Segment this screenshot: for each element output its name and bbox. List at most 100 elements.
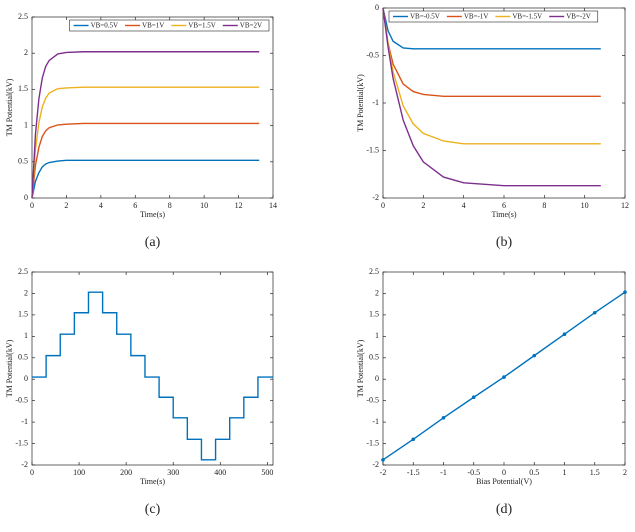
y-tick-label: 1 <box>24 331 28 340</box>
plot-frame <box>31 16 274 199</box>
x-tick-label: 12 <box>235 201 243 210</box>
series-line <box>382 7 601 145</box>
series-line <box>382 7 601 50</box>
y-axis-label: TM Potential(kV) <box>356 339 365 397</box>
series-line <box>32 291 273 461</box>
marker <box>592 310 597 315</box>
plot-frame <box>382 271 626 466</box>
y-tick-label: -2 <box>372 460 379 469</box>
x-tick-label: 100 <box>73 468 85 477</box>
x-tick-label: 10 <box>200 201 208 210</box>
x-tick-label: -0.5 <box>467 468 480 477</box>
x-tick-label: 0 <box>502 468 506 477</box>
y-tick-label: 0.5 <box>18 353 28 362</box>
marker <box>381 458 385 462</box>
y-tick-label: -0.5 <box>366 395 379 404</box>
x-tick-label: -1.5 <box>407 468 420 477</box>
marker <box>441 416 446 420</box>
x-tick-label: 2 <box>64 201 68 210</box>
x-tick-label: 300 <box>167 468 179 477</box>
y-tick-label: 0 <box>24 193 28 202</box>
x-tick-label: 0 <box>30 201 34 210</box>
y-tick-label: -1 <box>372 417 379 426</box>
x-tick-label: 200 <box>120 468 132 477</box>
legend-label: VB=2V <box>240 22 262 30</box>
x-tick-label: 400 <box>214 468 226 477</box>
plot-frame <box>382 7 626 199</box>
x-tick-label: 0 <box>30 468 34 477</box>
y-tick-label: -1.5 <box>366 438 379 447</box>
caption: (c) <box>145 502 161 517</box>
y-tick-label: 0 <box>375 3 379 12</box>
x-tick-label: 10 <box>581 201 589 210</box>
x-tick-label: 0 <box>381 201 385 210</box>
x-tick-label: -2 <box>380 468 387 477</box>
y-axis-label: TM Potential(kV) <box>5 78 14 136</box>
x-tick-label: 12 <box>621 201 629 210</box>
y-tick-label: 1.5 <box>18 310 28 319</box>
legend-label: VB=-1.5V <box>512 13 542 21</box>
y-tick-label: 2 <box>24 48 28 57</box>
x-tick-label: 500 <box>261 468 273 477</box>
x-tick-label: 8 <box>168 201 172 210</box>
marker <box>562 332 567 336</box>
marker <box>502 375 506 379</box>
x-axis-label: Time(s) <box>140 210 165 219</box>
x-tick-label: 2 <box>421 201 425 210</box>
caption: (a) <box>145 235 161 250</box>
marker <box>471 395 476 400</box>
y-tick-label: -1 <box>21 417 28 426</box>
plot-frame <box>31 271 274 466</box>
y-tick-label: -0.5 <box>366 50 379 59</box>
x-tick-label: 4 <box>99 201 103 210</box>
legend-box <box>69 19 270 32</box>
y-tick-label: 2.5 <box>369 267 379 276</box>
x-tick-label: -1 <box>440 468 447 477</box>
series-line <box>382 7 601 98</box>
y-tick-label: 0.5 <box>18 157 28 166</box>
x-tick-label: 8 <box>542 201 546 210</box>
y-tick-label: 0 <box>24 374 28 383</box>
y-tick-label: -1 <box>372 98 379 107</box>
caption: (d) <box>496 502 513 517</box>
series-line <box>31 86 260 199</box>
y-tick-label: 2 <box>375 288 379 297</box>
legend-label: VB=0.5V <box>91 22 118 30</box>
y-tick-label: -2 <box>21 460 28 469</box>
y-tick-label: 0.5 <box>369 353 379 362</box>
y-tick-label: 2 <box>24 288 28 297</box>
series-line <box>31 51 260 199</box>
x-tick-label: 6 <box>133 201 137 210</box>
legend-label: VB=-0.5V <box>410 13 440 21</box>
series-line <box>31 159 260 199</box>
y-tick-label: 0 <box>375 374 379 383</box>
x-tick-label: 0.5 <box>529 468 539 477</box>
y-tick-label: 1 <box>375 331 379 340</box>
x-tick-label: 2 <box>623 468 627 477</box>
y-tick-label: -1.5 <box>366 145 379 154</box>
y-tick-label: -1.5 <box>15 438 28 447</box>
legend-label: VB=1.5V <box>188 22 215 30</box>
caption: (b) <box>496 235 513 250</box>
legend-label: VB=-2V <box>566 13 591 21</box>
x-tick-label: 1 <box>563 468 567 477</box>
x-tick-label: 4 <box>462 201 466 210</box>
x-tick-label: 14 <box>269 201 277 210</box>
y-tick-label: 1.5 <box>369 310 379 319</box>
legend-label: VB=1V <box>142 22 164 30</box>
y-axis-label: TM Potential(kV) <box>5 339 14 397</box>
y-tick-label: -0.5 <box>15 395 28 404</box>
x-axis-label: Time(s) <box>140 477 165 486</box>
y-tick-label: -2 <box>372 193 379 202</box>
marker <box>411 437 416 442</box>
legend-label: VB=-1V <box>464 13 489 21</box>
y-axis-label: TM Potential(kV) <box>356 74 365 132</box>
y-tick-label: 2.5 <box>18 267 28 276</box>
x-axis-label: Bias Potential(V) <box>476 477 532 486</box>
y-tick-label: 2.5 <box>18 12 28 21</box>
x-tick-label: 6 <box>502 201 506 210</box>
x-axis-label: Time(s) <box>491 210 516 219</box>
x-tick-label: 1.5 <box>590 468 600 477</box>
legend-box <box>388 10 599 23</box>
